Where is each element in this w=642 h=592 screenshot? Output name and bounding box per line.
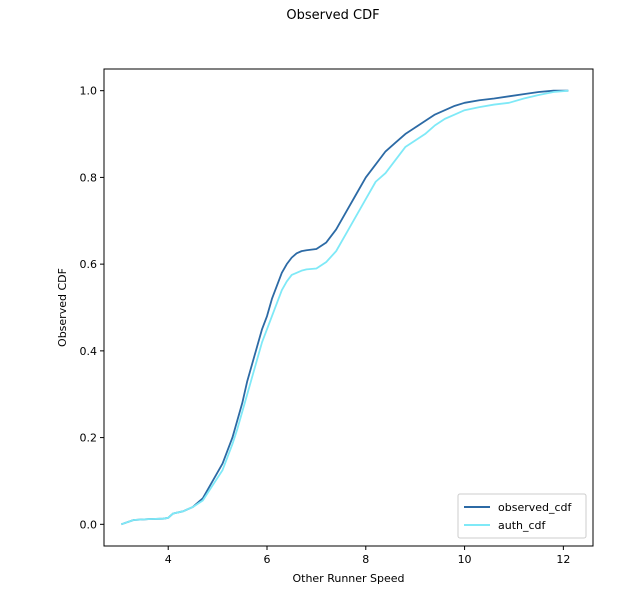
y-tick-label: 0.2 (80, 432, 98, 445)
chart-title: Observed CDF (286, 8, 379, 23)
x-tick-label: 6 (264, 553, 271, 566)
x-axis-label: Other Runner Speed (292, 572, 404, 585)
legend-box (457, 493, 587, 539)
legend-label-observed-cdf: observed_cdf (498, 501, 573, 514)
y-axis-label: Observed CDF (56, 268, 69, 347)
legend: observed_cdf auth_cdf (457, 493, 587, 539)
x-tick-label: 10 (458, 553, 472, 566)
x-tick-label: 8 (362, 553, 369, 566)
y-tick-label: 0.6 (80, 258, 98, 271)
x-tick-label: 12 (556, 553, 570, 566)
plot-area (120, 89, 569, 526)
series-line-observed-cdf (120, 89, 569, 526)
y-tick-label: 0.8 (80, 171, 98, 184)
axes-frame (103, 68, 594, 547)
series-line-auth-cdf (120, 89, 569, 526)
legend-label-auth-cdf: auth_cdf (498, 519, 547, 532)
y-tick-label: 0.0 (80, 518, 98, 531)
y-tick-label: 1.0 (80, 85, 98, 98)
ticks: 4 6 8 10 12 0.0 0.2 0.4 0.6 0.8 1.0 (80, 85, 571, 566)
y-tick-label: 0.4 (80, 345, 98, 358)
x-tick-label: 4 (165, 553, 172, 566)
